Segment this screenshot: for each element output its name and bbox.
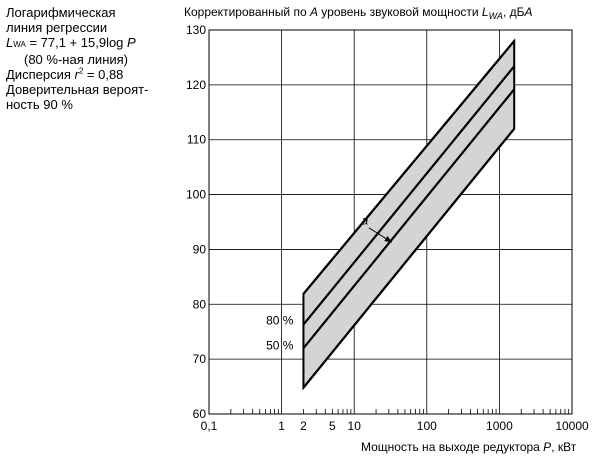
- formula-L: L: [6, 35, 14, 50]
- note-dispersion: Дисперсия r2 = 0,88: [6, 67, 186, 82]
- note-line-1: Логарифмическая: [6, 5, 116, 20]
- y-tick-label: 100: [186, 188, 206, 202]
- formula-sub: WA: [13, 40, 26, 49]
- y-tick-label: 60: [193, 407, 207, 421]
- disp-val: = 0,88: [83, 67, 124, 82]
- plot-frame: [208, 29, 573, 415]
- series-line-2: [302, 65, 516, 326]
- series-line-3: [302, 88, 516, 349]
- annotation-arrow-head: [384, 236, 392, 243]
- formula-rest: = 77,1 + 15,9log: [25, 35, 128, 50]
- disp-r: r: [74, 67, 79, 82]
- disp-exp: 2: [78, 66, 84, 76]
- series-line-1: [302, 40, 516, 295]
- note-formula: LWA = 77,1 + 15,9log P: [6, 35, 186, 52]
- x-tick-label: 5: [329, 419, 336, 433]
- y-tick-label: 90: [193, 242, 207, 256]
- series-lines: [302, 40, 516, 389]
- series-line-4: [302, 128, 516, 389]
- note-line-7: ность 90 %: [6, 97, 73, 112]
- annotations: a 80 % 50 %: [266, 214, 393, 352]
- x-tick-label: 100: [417, 419, 437, 433]
- tick-labels: 60 70 80 90 100 110 120 130 0,1 1 2 5 10 100 1000 10000: [186, 23, 589, 433]
- curve-label-1: 80 %: [266, 314, 294, 328]
- curve-label-2: 50 %: [266, 338, 294, 352]
- x-tick-label: 1000: [486, 419, 513, 433]
- formula-P: P: [127, 35, 136, 50]
- confidence-band: [302, 38, 516, 391]
- x-tick-label: 10: [348, 419, 362, 433]
- chart-title: Корректированный по A уровень звуковой м…: [184, 5, 533, 21]
- disp-label: Дисперсия: [6, 67, 75, 82]
- note-line-6: Доверительная вероят-: [6, 82, 149, 97]
- regression-note: Логарифмическая линия регрессии LWA = 77…: [6, 5, 186, 112]
- plot-border: [208, 29, 573, 415]
- y-tick-label: 110: [187, 133, 206, 147]
- x-tick-label: 0,1: [201, 419, 218, 433]
- y-tick-label: 80: [193, 297, 207, 311]
- y-tick-label: 70: [193, 352, 207, 366]
- x-tick-label: 1: [278, 419, 285, 433]
- note-line-4: (80 %-ная линия): [24, 52, 129, 67]
- y-tick-label: 130: [186, 23, 206, 37]
- x-tick-label: 10000: [555, 419, 589, 433]
- y-tick-label: 120: [186, 78, 206, 92]
- confidence-band-area: [302, 38, 516, 391]
- annotation-a: a: [361, 214, 368, 228]
- note-line-2: линия регрессии: [6, 20, 108, 35]
- x-axis-label: Мощность на выходе редуктора P, кВт: [361, 440, 577, 454]
- x-tick-label: 2: [300, 419, 307, 433]
